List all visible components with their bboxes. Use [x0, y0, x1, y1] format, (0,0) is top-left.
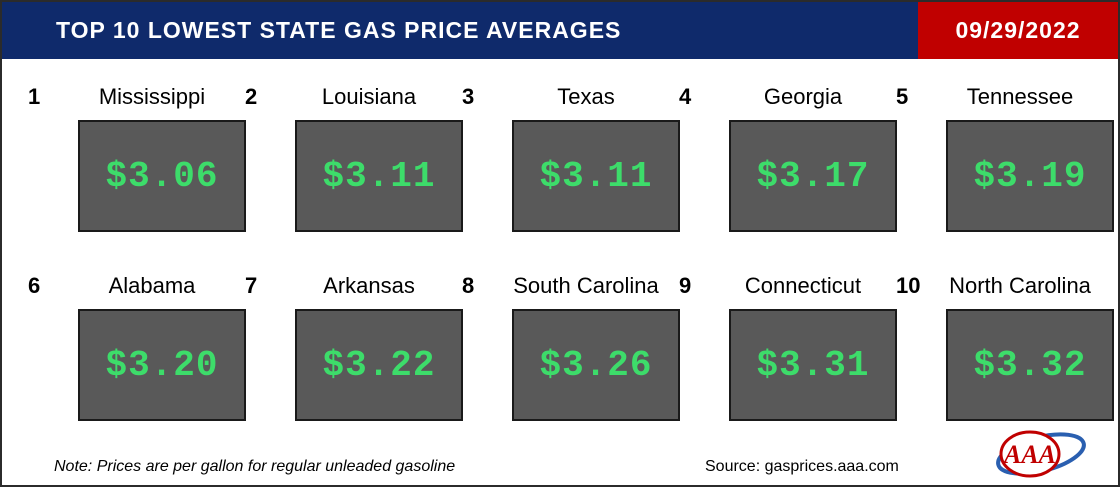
header-bar: TOP 10 LOWEST STATE GAS PRICE AVERAGES 0…	[2, 2, 1118, 59]
price-display: $3.20	[78, 309, 246, 421]
state-name: Georgia	[763, 84, 843, 109]
state-name: South Carolina	[513, 273, 659, 298]
state-card: 8 South Carolina $3.26	[462, 271, 680, 421]
state-card: 7 Arkansas $3.22	[245, 271, 463, 421]
rank-number: 9	[679, 273, 692, 298]
state-name: Texas	[557, 84, 615, 109]
state-name: Tennessee	[966, 84, 1074, 109]
price-value: $3.22	[322, 344, 436, 386]
state-card: 3 Texas $3.11	[462, 82, 680, 232]
price-display: $3.26	[512, 309, 680, 421]
rank-number: 2	[245, 84, 258, 109]
price-value: $3.31	[756, 344, 870, 386]
rank-number: 7	[245, 273, 258, 298]
price-display: $3.17	[729, 120, 897, 232]
price-value: $3.11	[322, 155, 436, 197]
rank-number: 3	[462, 84, 475, 109]
state-card: 6 Alabama $3.20	[28, 271, 246, 421]
rank-number: 6	[28, 273, 41, 298]
price-display: $3.32	[946, 309, 1114, 421]
price-value: $3.17	[756, 155, 870, 197]
price-value: $3.06	[105, 155, 219, 197]
state-card: 1 Mississippi $3.06	[28, 82, 246, 232]
rank-number: 1	[28, 84, 41, 109]
source-credit: Source: gasprices.aaa.com	[705, 458, 899, 475]
state-card: 5 Tennessee $3.19	[896, 82, 1114, 232]
price-value: $3.19	[973, 155, 1087, 197]
state-name: Mississippi	[98, 84, 206, 109]
state-name: Arkansas	[323, 273, 415, 298]
state-card: 2 Louisiana $3.11	[245, 82, 463, 232]
price-display: $3.06	[78, 120, 246, 232]
date-badge: 09/29/2022	[918, 2, 1118, 59]
state-card: 4 Georgia $3.17	[679, 82, 897, 232]
state-name: Connecticut	[744, 273, 862, 298]
footnote: Note: Prices are per gallon for regular …	[54, 458, 456, 475]
price-display: $3.22	[295, 309, 463, 421]
state-card: 9 Connecticut $3.31	[679, 271, 897, 421]
state-name: North Carolina	[949, 273, 1091, 298]
rank-number: 8	[462, 273, 475, 298]
price-value: $3.11	[539, 155, 653, 197]
price-value: $3.20	[105, 344, 219, 386]
state-name: Louisiana	[321, 84, 417, 109]
page-title: TOP 10 LOWEST STATE GAS PRICE AVERAGES	[56, 17, 622, 43]
svg-text:AAA: AAA	[1002, 440, 1056, 469]
price-display: $3.19	[946, 120, 1114, 232]
price-display: $3.11	[512, 120, 680, 232]
price-display: $3.11	[295, 120, 463, 232]
rank-number: 4	[679, 84, 692, 109]
state-card: 10 North Carolina $3.32	[896, 271, 1114, 421]
price-value: $3.26	[539, 344, 653, 386]
aaa-logo-icon: AAA	[996, 430, 1086, 478]
price-display: $3.31	[729, 309, 897, 421]
state-name: Alabama	[108, 273, 196, 298]
rank-number: 5	[896, 84, 909, 109]
rank-number: 10	[896, 273, 921, 298]
price-value: $3.32	[973, 344, 1087, 386]
